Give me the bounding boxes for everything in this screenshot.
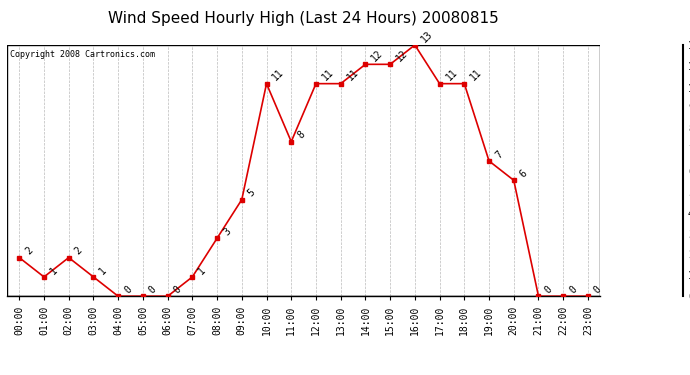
Text: Copyright 2008 Cartronics.com: Copyright 2008 Cartronics.com bbox=[10, 50, 155, 59]
Text: 3: 3 bbox=[221, 226, 233, 237]
Text: 1: 1 bbox=[197, 265, 208, 276]
Text: 2: 2 bbox=[23, 246, 34, 257]
Text: 5: 5 bbox=[246, 188, 257, 199]
Text: 0: 0 bbox=[147, 284, 158, 296]
Text: Wind Speed Hourly High (Last 24 Hours) 20080815: Wind Speed Hourly High (Last 24 Hours) 2… bbox=[108, 11, 499, 26]
Text: 11: 11 bbox=[345, 68, 360, 83]
Text: 1: 1 bbox=[97, 265, 109, 276]
Text: 13: 13 bbox=[419, 29, 435, 44]
Text: 11: 11 bbox=[270, 68, 286, 83]
Text: 0: 0 bbox=[542, 284, 554, 296]
Text: 0: 0 bbox=[567, 284, 579, 296]
Text: 8: 8 bbox=[295, 130, 306, 141]
Text: 1: 1 bbox=[48, 265, 59, 276]
Text: 11: 11 bbox=[444, 68, 459, 83]
Text: 11: 11 bbox=[469, 68, 484, 83]
Text: 6: 6 bbox=[518, 168, 529, 180]
Text: 2: 2 bbox=[73, 246, 84, 257]
Text: 12: 12 bbox=[394, 48, 410, 63]
Text: 7: 7 bbox=[493, 149, 504, 160]
Text: 12: 12 bbox=[370, 48, 385, 63]
Text: 11: 11 bbox=[320, 68, 335, 83]
Text: 0: 0 bbox=[592, 284, 603, 296]
Text: 0: 0 bbox=[122, 284, 134, 296]
Text: 0: 0 bbox=[172, 284, 183, 296]
